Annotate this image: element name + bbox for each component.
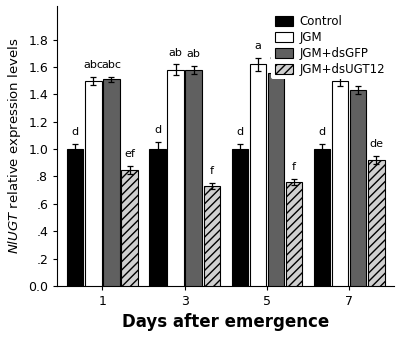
Bar xyxy=(332,81,348,286)
Bar xyxy=(204,186,220,286)
Text: a: a xyxy=(254,41,261,51)
Bar xyxy=(232,149,248,286)
Bar xyxy=(103,80,120,286)
Bar xyxy=(167,70,184,286)
Bar xyxy=(121,170,138,286)
Text: bc: bc xyxy=(334,58,347,68)
Text: d: d xyxy=(154,125,161,135)
Bar xyxy=(268,72,284,286)
Text: d: d xyxy=(318,127,326,137)
Bar xyxy=(368,160,384,286)
Bar xyxy=(67,149,84,286)
Text: d: d xyxy=(72,127,79,137)
Text: ab: ab xyxy=(169,48,182,58)
Text: abc: abc xyxy=(102,60,122,70)
Bar xyxy=(314,149,330,286)
Bar xyxy=(85,81,102,286)
Bar xyxy=(286,182,302,286)
X-axis label: Days after emergence: Days after emergence xyxy=(122,313,330,332)
Text: de: de xyxy=(369,139,383,149)
Bar xyxy=(149,149,166,286)
Bar xyxy=(186,70,202,286)
Text: c: c xyxy=(355,69,361,80)
Y-axis label: $\mathit{NlUGT}$ relative expression levels: $\mathit{NlUGT}$ relative expression lev… xyxy=(6,37,22,254)
Text: ab: ab xyxy=(269,52,283,62)
Legend: Control, JGM, JGM+dsGFP, JGM+dsUGT12: Control, JGM, JGM+dsGFP, JGM+dsUGT12 xyxy=(271,11,388,80)
Text: d: d xyxy=(236,127,243,137)
Text: abc: abc xyxy=(83,60,103,70)
Text: f: f xyxy=(210,166,214,177)
Text: ab: ab xyxy=(187,49,201,59)
Text: f: f xyxy=(292,162,296,172)
Text: ef: ef xyxy=(124,149,135,159)
Bar xyxy=(250,64,266,286)
Bar xyxy=(350,90,366,286)
